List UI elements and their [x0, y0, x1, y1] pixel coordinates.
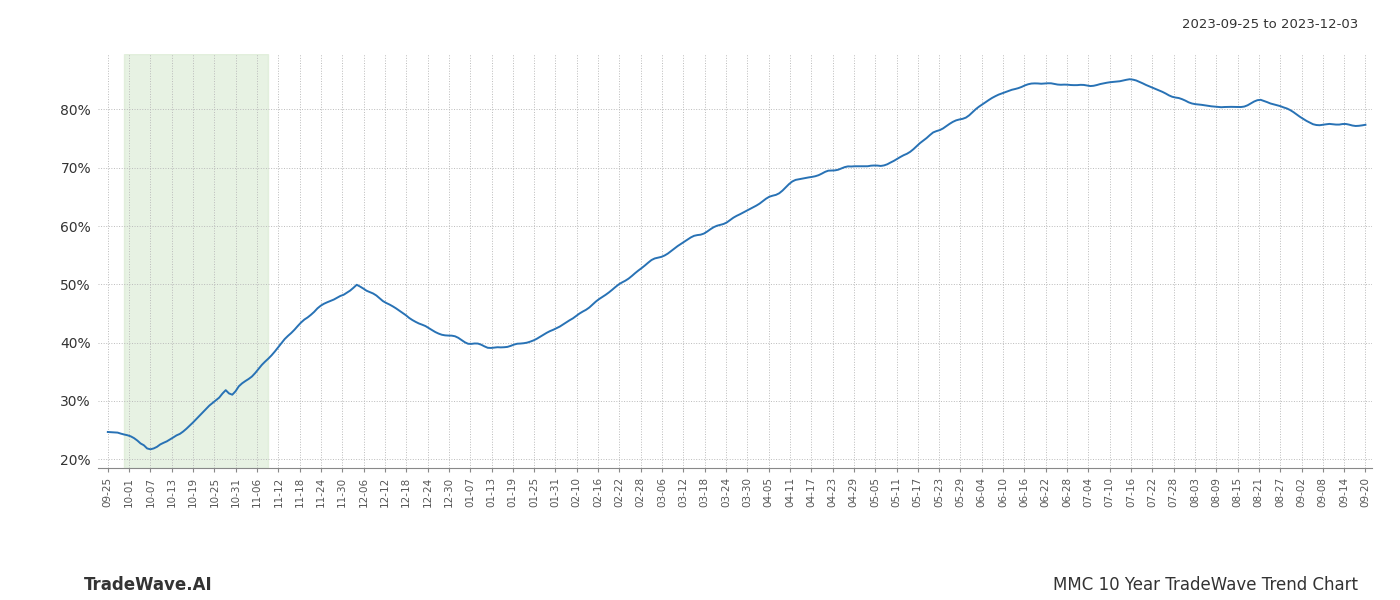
Text: TradeWave.AI: TradeWave.AI — [84, 576, 213, 594]
Text: 2023-09-25 to 2023-12-03: 2023-09-25 to 2023-12-03 — [1182, 18, 1358, 31]
Text: MMC 10 Year TradeWave Trend Chart: MMC 10 Year TradeWave Trend Chart — [1053, 576, 1358, 594]
Bar — [125, 54, 269, 468]
